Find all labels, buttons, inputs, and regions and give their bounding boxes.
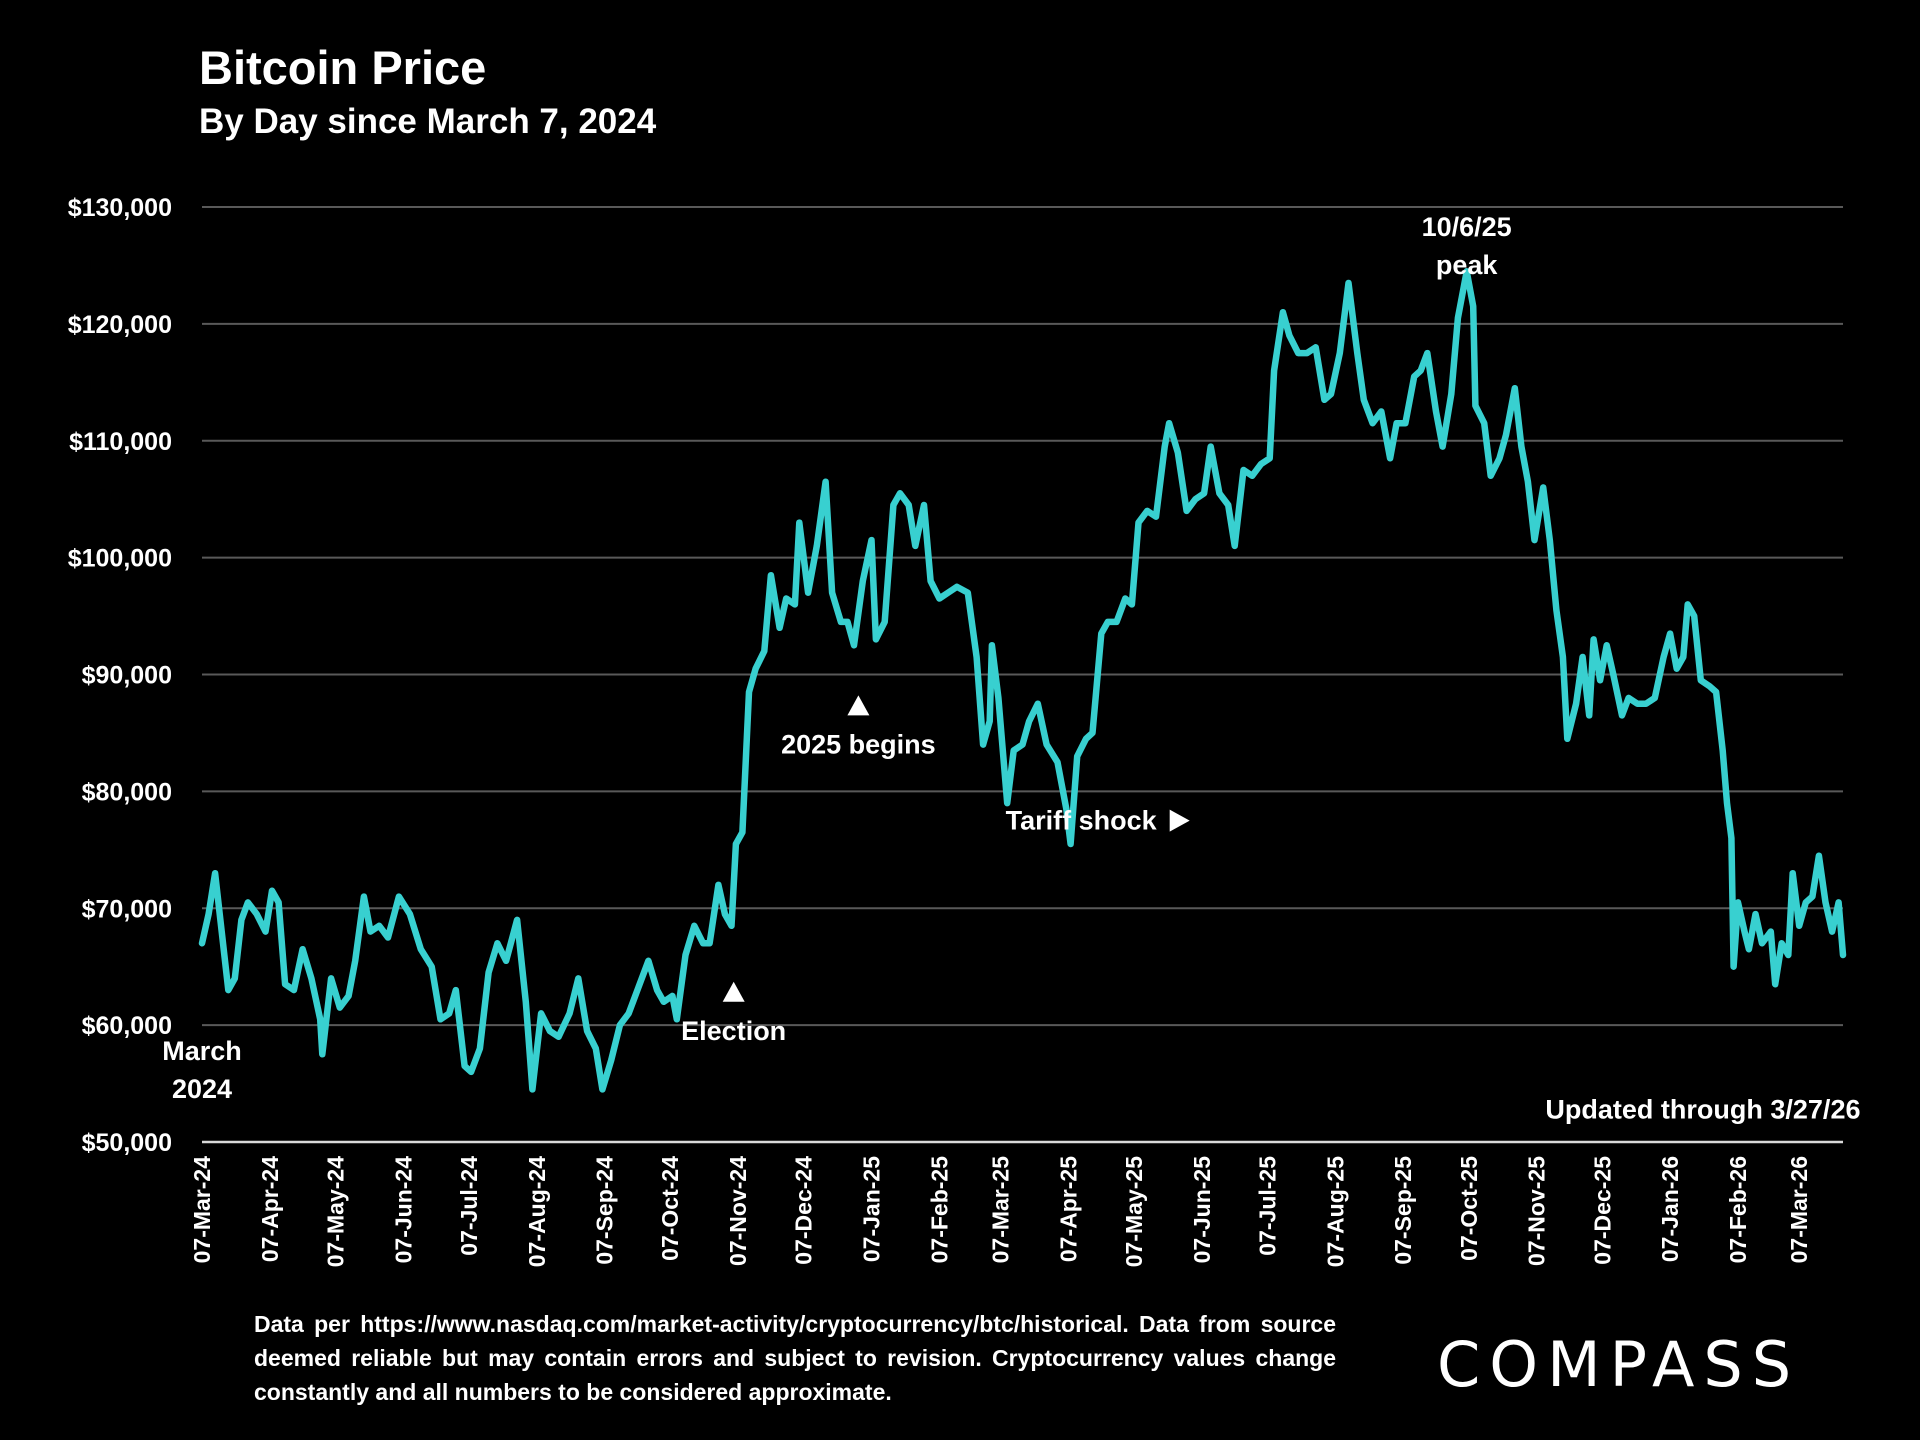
price-series (198, 268, 1847, 1093)
price-line (198, 268, 1847, 1093)
y-tick-label: $120,000 (68, 311, 172, 339)
triangle-up-icon (722, 981, 745, 1002)
annotation-label: Election (681, 1016, 786, 1046)
chart-subtitle: By Day since March 7, 2024 (199, 102, 657, 141)
annotation-label: 10/6/25 (1422, 212, 1512, 242)
gridlines (202, 206, 1843, 1144)
annotations: March 2024 Election 2025 begins Tariff shock… (162, 212, 1860, 1124)
y-tick-label: $130,000 (68, 194, 172, 222)
annotation-label: 2024 (172, 1074, 232, 1104)
x-tick-label: 07-Dec-25 (1589, 1156, 1615, 1265)
x-tick-label: 07-Aug-24 (524, 1156, 550, 1267)
triangle-right-icon (1169, 809, 1190, 832)
x-axis-labels: 07-Mar-24 07-Apr-24 07-May-24 07-Jun-24 07-J… (189, 1156, 1812, 1267)
chart-title: Bitcoin Price (199, 41, 487, 94)
source-note: Data per https://www.nasdaq.com/market-a… (254, 1311, 1336, 1405)
annotation-label: Tariff shock (1006, 806, 1158, 836)
x-tick-label: 07-Apr-24 (257, 1156, 283, 1262)
x-tick-label: 07-Jun-25 (1189, 1156, 1215, 1264)
triangle-up-icon (847, 695, 870, 716)
x-tick-label: 07-Jun-24 (390, 1156, 416, 1264)
x-tick-label: 07-May-25 (1121, 1156, 1147, 1267)
x-tick-label: 07-Apr-25 (1055, 1156, 1081, 1262)
annotation-label: March (162, 1036, 242, 1066)
x-tick-label: 07-Mar-26 (1786, 1156, 1812, 1263)
x-tick-label: 07-Feb-26 (1725, 1156, 1751, 1263)
compass-logo: COMPASS (1437, 1328, 1801, 1401)
y-tick-label: $110,000 (69, 428, 172, 456)
y-tick-label: $70,000 (82, 895, 172, 923)
x-tick-label: 07-Jul-25 (1255, 1156, 1281, 1256)
bitcoin-price-chart: $50,000 $60,000 $70,000 $80,000 $90,000 $100,… (68, 194, 1861, 1267)
x-tick-label: 07-Oct-25 (1456, 1156, 1482, 1261)
x-tick-label: 07-May-24 (322, 1156, 348, 1267)
x-tick-label: 07-Mar-24 (189, 1156, 215, 1264)
y-tick-label: $80,000 (82, 778, 172, 806)
x-tick-label: 07-Sep-25 (1390, 1156, 1416, 1265)
x-tick-label: 07-Nov-25 (1524, 1156, 1550, 1266)
y-tick-label: $60,000 (82, 1012, 172, 1040)
x-tick-label: 07-Dec-24 (791, 1156, 817, 1265)
x-tick-label: 07-Mar-25 (988, 1156, 1014, 1264)
x-tick-label: 07-Nov-24 (725, 1156, 751, 1266)
x-tick-label: 07-Jan-25 (859, 1156, 885, 1262)
x-tick-label: 07-Feb-25 (926, 1156, 952, 1264)
annotation-label: Updated through 3/27/26 (1545, 1095, 1860, 1125)
x-tick-label: 07-Oct-24 (657, 1156, 683, 1261)
annotation-label: peak (1436, 250, 1499, 280)
y-axis-labels: $50,000 $60,000 $70,000 $80,000 $90,000 $100,… (68, 194, 172, 1157)
x-tick-label: 07-Jul-24 (456, 1156, 482, 1256)
x-tick-label: 07-Aug-25 (1322, 1156, 1348, 1267)
x-tick-label: 07-Jan-26 (1657, 1156, 1683, 1262)
y-tick-label: $100,000 (68, 545, 172, 573)
annotation-label: 2025 begins (781, 729, 936, 759)
x-tick-label: 07-Sep-24 (592, 1156, 618, 1265)
y-tick-label: $90,000 (82, 662, 172, 690)
y-tick-label: $50,000 (82, 1129, 172, 1157)
